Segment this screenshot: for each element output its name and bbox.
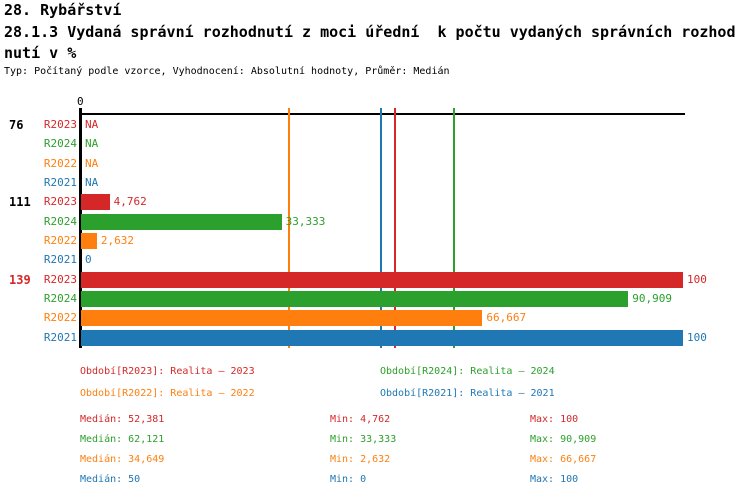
series-label: R2023 [43,118,77,131]
x-axis-line [80,113,685,115]
legend-item-r2021: Období[R2021]: Realita – 2021 [380,388,555,399]
bar-r2023 [81,194,110,211]
stat-median-r2022: Medián: 34,649 [80,454,165,465]
median-line-r2024 [452,108,455,348]
bar-value-label: NA [85,175,99,189]
y-axis-line [79,108,82,348]
stat-median-r2024: Medián: 62,121 [80,434,165,445]
stat-min-r2022: Min: 2,632 [330,454,391,465]
stat-max-r2021: Max: 100 [530,474,579,485]
median-line-r2023 [394,108,397,348]
series-label: R2022 [43,311,77,325]
bar-r2022 [81,310,483,327]
bar-value-label: 100 [687,330,707,344]
report-title: 28. Rybářství [4,1,122,19]
series-label: R2024 [43,291,77,305]
series-label: R2021 [43,253,77,267]
bar-value-label: NA [85,156,99,170]
stat-min-r2021: Min: 0 [330,474,367,485]
bar-value-label: 90,909 [632,291,673,305]
series-label: R2024 [43,137,77,151]
stat-median-r2021: Medián: 50 [80,474,141,485]
legend-item-r2022: Období[R2022]: Realita – 2022 [80,388,255,399]
group-label: 111 [9,195,31,210]
series-label: R2023 [43,272,77,286]
stat-max-r2024: Max: 90,909 [530,434,597,445]
stat-median-r2023: Medián: 52,381 [80,414,165,425]
legend-item-r2024: Období[R2024]: Realita – 2024 [380,366,555,377]
bar-value-label: 4,762 [113,195,147,209]
stat-max-r2023: Max: 100 [530,414,579,425]
group-label: 76 [9,118,24,132]
series-label: R2023 [43,195,77,209]
bar-r2024 [81,290,629,307]
series-label: R2022 [43,233,77,247]
indicator-meta-line: Typ: Počítaný podle vzorce, Vyhodnocení:… [4,66,450,77]
group-label: 139 [9,272,31,287]
bar-value-label: NA [85,137,99,151]
median-line-r2021 [380,108,382,348]
indicator-title-line1: 28.1.3 Vydaná správní rozhodnutí z moci … [4,23,736,41]
bar-value-label: 66,667 [486,311,527,325]
bar-r2024 [81,213,282,230]
stat-max-r2022: Max: 66,667 [530,454,597,465]
bar-value-label: 2,632 [100,233,134,247]
x-axis-tick-zero: 0 [77,95,84,108]
bar-value-label: 0 [85,253,92,267]
legend-item-r2023: Období[R2023]: Realita – 2023 [80,366,255,377]
stat-min-r2024: Min: 33,333 [330,434,397,445]
indicator-title-line2: nutí v % [4,44,77,62]
median-line-r2022 [287,108,290,348]
series-label: R2022 [43,156,77,170]
bar-value-label: 100 [687,272,707,286]
stat-min-r2023: Min: 4,762 [330,414,391,425]
bar-value-label: NA [85,118,99,131]
bar-r2022 [81,232,97,249]
bar-r2021 [81,329,683,346]
bar-r2023 [81,271,683,288]
bar-value-label: 33,333 [285,214,326,228]
series-label: R2021 [43,330,77,344]
series-label: R2024 [43,214,77,228]
series-label: R2021 [43,175,77,189]
